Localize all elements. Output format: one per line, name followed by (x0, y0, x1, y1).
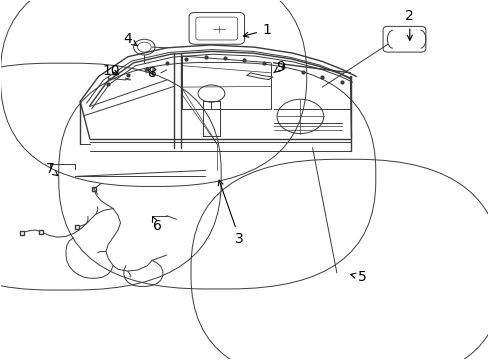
Text: 9: 9 (273, 60, 285, 75)
Text: 3: 3 (218, 180, 244, 246)
Text: 4: 4 (123, 32, 137, 46)
Text: 7: 7 (45, 162, 58, 176)
Text: 10: 10 (102, 64, 120, 78)
Text: 8: 8 (147, 66, 156, 80)
Text: 2: 2 (405, 9, 413, 40)
Text: 6: 6 (152, 216, 161, 233)
Text: 5: 5 (350, 270, 366, 284)
Text: 1: 1 (243, 23, 270, 37)
